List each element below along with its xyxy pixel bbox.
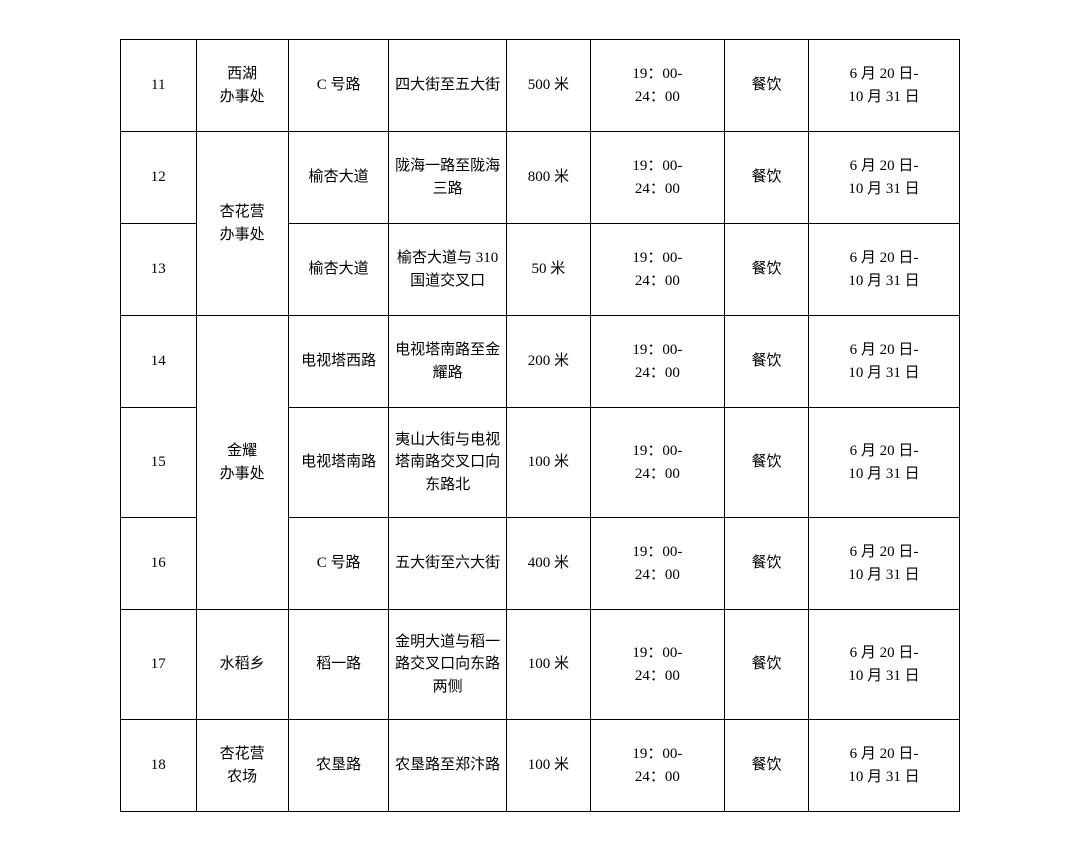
cell-id: 17 [121,610,197,720]
cell-range: 榆杏大道与 310 国道交叉口 [389,224,506,316]
cell-range: 夷山大街与电视塔南路交叉口向东路北 [389,408,506,518]
cell-time: 19：00-24：00 [590,610,724,720]
cell-id: 15 [121,408,197,518]
table-row: 17水稻乡稻一路金明大道与稻一路交叉口向东路两侧100 米19：00-24：00… [121,610,960,720]
cell-office: 杏花营农场 [196,720,288,812]
cell-date: 6 月 20 日-10 月 31 日 [808,610,959,720]
cell-range: 电视塔南路至金耀路 [389,316,506,408]
cell-distance: 100 米 [506,408,590,518]
cell-range: 四大街至五大街 [389,40,506,132]
cell-range: 农垦路至郑汴路 [389,720,506,812]
cell-id: 18 [121,720,197,812]
cell-type: 餐饮 [725,518,809,610]
cell-office: 金耀办事处 [196,316,288,610]
cell-distance: 200 米 [506,316,590,408]
cell-distance: 100 米 [506,720,590,812]
cell-distance: 50 米 [506,224,590,316]
cell-office: 杏花营办事处 [196,132,288,316]
cell-date: 6 月 20 日-10 月 31 日 [808,132,959,224]
schedule-table: 11西湖办事处C 号路四大街至五大街500 米19：00-24：00餐饮6 月 … [120,39,960,812]
cell-date: 6 月 20 日-10 月 31 日 [808,40,959,132]
table-row: 14金耀办事处电视塔西路电视塔南路至金耀路200 米19：00-24：00餐饮6… [121,316,960,408]
cell-time: 19：00-24：00 [590,408,724,518]
cell-time: 19：00-24：00 [590,316,724,408]
cell-road: C 号路 [288,40,389,132]
cell-date: 6 月 20 日-10 月 31 日 [808,720,959,812]
cell-distance: 500 米 [506,40,590,132]
cell-type: 餐饮 [725,610,809,720]
table-row: 11西湖办事处C 号路四大街至五大街500 米19：00-24：00餐饮6 月 … [121,40,960,132]
cell-type: 餐饮 [725,40,809,132]
cell-id: 13 [121,224,197,316]
cell-road: 榆杏大道 [288,132,389,224]
cell-time: 19：00-24：00 [590,224,724,316]
cell-road: 榆杏大道 [288,224,389,316]
cell-office: 水稻乡 [196,610,288,720]
cell-distance: 400 米 [506,518,590,610]
cell-road: C 号路 [288,518,389,610]
table-row: 18杏花营农场农垦路农垦路至郑汴路100 米19：00-24：00餐饮6 月 2… [121,720,960,812]
cell-range: 五大街至六大街 [389,518,506,610]
cell-date: 6 月 20 日-10 月 31 日 [808,224,959,316]
cell-road: 农垦路 [288,720,389,812]
cell-id: 12 [121,132,197,224]
cell-road: 电视塔南路 [288,408,389,518]
cell-time: 19：00-24：00 [590,720,724,812]
cell-distance: 100 米 [506,610,590,720]
cell-range: 金明大道与稻一路交叉口向东路两侧 [389,610,506,720]
table-body: 11西湖办事处C 号路四大街至五大街500 米19：00-24：00餐饮6 月 … [121,40,960,812]
table-row: 12杏花营办事处榆杏大道陇海一路至陇海三路800 米19：00-24：00餐饮6… [121,132,960,224]
cell-time: 19：00-24：00 [590,132,724,224]
cell-type: 餐饮 [725,316,809,408]
cell-id: 11 [121,40,197,132]
cell-time: 19：00-24：00 [590,40,724,132]
cell-id: 14 [121,316,197,408]
cell-date: 6 月 20 日-10 月 31 日 [808,316,959,408]
cell-type: 餐饮 [725,408,809,518]
cell-date: 6 月 20 日-10 月 31 日 [808,518,959,610]
cell-type: 餐饮 [725,720,809,812]
cell-distance: 800 米 [506,132,590,224]
cell-range: 陇海一路至陇海三路 [389,132,506,224]
cell-date: 6 月 20 日-10 月 31 日 [808,408,959,518]
cell-id: 16 [121,518,197,610]
cell-road: 电视塔西路 [288,316,389,408]
cell-type: 餐饮 [725,224,809,316]
cell-type: 餐饮 [725,132,809,224]
cell-time: 19：00-24：00 [590,518,724,610]
cell-office: 西湖办事处 [196,40,288,132]
cell-road: 稻一路 [288,610,389,720]
